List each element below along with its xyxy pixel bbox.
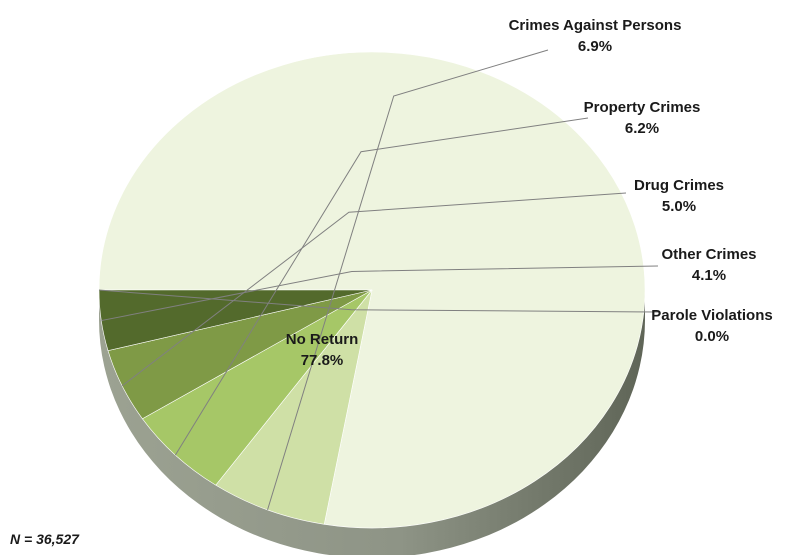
- leader-line-property-crimes: [174, 117, 589, 456]
- slice-value-crimes-against-persons: 6.9%: [578, 38, 612, 55]
- leader-line-crimes-against-persons: [267, 49, 549, 511]
- slice-label-other-crimes: Other Crimes: [661, 246, 756, 263]
- slice-label-parole-violations: Parole Violations: [651, 307, 772, 324]
- leader-line-drug-crimes: [121, 192, 627, 387]
- leader-line-parole-violations: [98, 289, 661, 313]
- slice-label-drug-crimes: Drug Crimes: [634, 177, 724, 194]
- sample-size-note: N = 36,527: [10, 531, 79, 547]
- slice-value-other-crimes: 4.1%: [692, 267, 726, 284]
- slice-label-crimes-against-persons: Crimes Against Persons: [509, 17, 682, 34]
- slice-value-property-crimes: 6.2%: [625, 120, 659, 137]
- leader-line-other-crimes: [101, 265, 659, 322]
- slice-label-property-crimes: Property Crimes: [584, 99, 701, 116]
- slice-value-no-return: 77.8%: [301, 352, 344, 369]
- slice-label-no-return: No Return: [286, 331, 359, 348]
- slice-value-drug-crimes: 5.0%: [662, 198, 696, 215]
- slice-value-parole-violations: 0.0%: [695, 328, 729, 345]
